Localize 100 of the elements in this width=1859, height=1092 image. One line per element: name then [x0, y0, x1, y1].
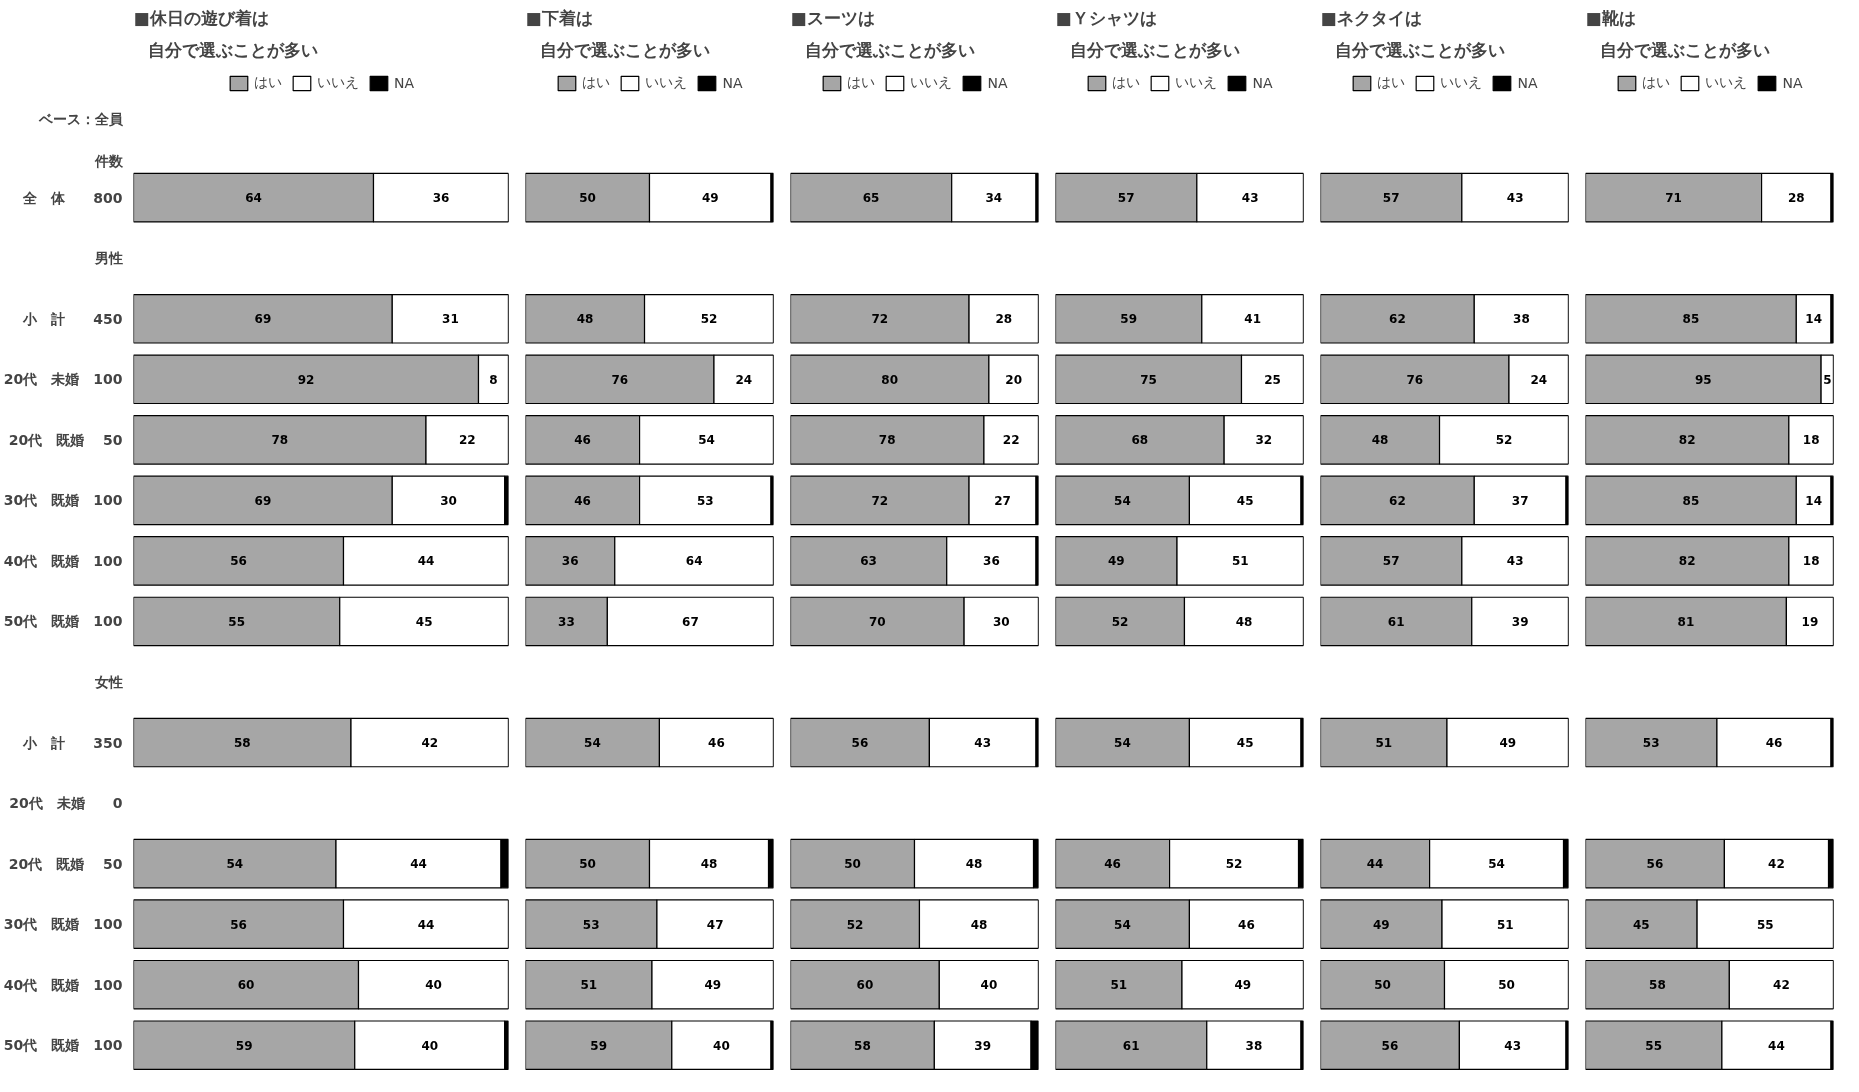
- data-label: 50: [1498, 978, 1515, 993]
- data-label: 20: [1005, 372, 1023, 387]
- data-label: 68: [1131, 433, 1149, 448]
- data-label: 52: [1225, 857, 1243, 872]
- data-label: 22: [1002, 433, 1020, 448]
- data-label: 60: [856, 978, 874, 993]
- legend-label: NA: [1517, 75, 1538, 91]
- y-tick-label: 40代 既婚 100: [3, 552, 123, 569]
- y-tick-label: 小 計 350: [22, 734, 123, 751]
- chart-title: ■休日の遊び着は: [133, 7, 269, 28]
- data-label: 53: [696, 493, 714, 508]
- data-label: 85: [1682, 312, 1700, 327]
- data-label: 81: [1677, 614, 1695, 629]
- data-label: 14: [1805, 493, 1823, 508]
- data-label: 36: [561, 554, 579, 569]
- data-label: 72: [871, 312, 889, 327]
- data-label: 69: [254, 312, 272, 327]
- data-label: 72: [871, 493, 889, 508]
- data-label: 75: [1140, 372, 1157, 387]
- data-label: 33: [558, 614, 575, 629]
- chart-subtitle: 自分で選ぶことが多い: [1334, 39, 1505, 60]
- data-label: 57: [1382, 191, 1400, 206]
- data-label: 58: [233, 736, 251, 751]
- data-label: 54: [584, 736, 601, 751]
- legend-label: はい: [1377, 74, 1406, 92]
- data-label: 38: [1245, 1038, 1263, 1053]
- data-label: 95: [1694, 372, 1712, 387]
- data-label: 43: [1506, 191, 1524, 206]
- data-label: 49: [1372, 917, 1390, 932]
- data-label: 48: [576, 312, 594, 327]
- data-label: 40: [425, 978, 442, 993]
- data-label: 80: [881, 372, 899, 387]
- data-label: 45: [415, 614, 433, 629]
- chart-title: ■Ｙシャツは: [1055, 7, 1157, 28]
- data-label: 64: [685, 554, 703, 569]
- chart-subtitle: 自分で選ぶことが多い: [1069, 39, 1240, 60]
- data-label: 27: [994, 493, 1011, 508]
- data-label: 52: [700, 312, 718, 327]
- y-tick-label: 30代 既婚 100: [3, 492, 123, 509]
- legend-label: はい: [253, 74, 282, 92]
- data-label: 40: [980, 978, 998, 993]
- data-label: 56: [1381, 1038, 1399, 1053]
- data-label: 61: [1122, 1038, 1140, 1053]
- chart-subtitle: 自分で選ぶことが多い: [147, 39, 318, 60]
- legend-label: いいえ: [645, 74, 688, 92]
- legend-label: はい: [1112, 74, 1141, 92]
- data-label: 31: [442, 312, 459, 327]
- data-label: 49: [1499, 736, 1517, 751]
- data-label: 41: [1244, 312, 1262, 327]
- legend-label: NA: [722, 75, 743, 91]
- data-label: 48: [1371, 433, 1389, 448]
- data-label: 36: [432, 191, 450, 206]
- data-label: 45: [1236, 736, 1254, 751]
- data-label: 62: [1389, 312, 1406, 327]
- data-label: 54: [1114, 736, 1131, 751]
- y-tick-label: 小 計 450: [22, 310, 123, 327]
- data-label: 54: [1488, 857, 1505, 872]
- data-label: 48: [1235, 614, 1253, 629]
- data-label: 50: [579, 191, 596, 206]
- data-label: 54: [226, 857, 244, 872]
- data-label: 54: [698, 433, 715, 448]
- data-label: 57: [1117, 191, 1135, 206]
- data-label: 43: [1506, 554, 1524, 569]
- legend-label: はい: [582, 74, 611, 92]
- y-tick-label: 20代 既婚 50: [8, 855, 123, 872]
- data-label: 69: [254, 493, 272, 508]
- data-label: 78: [271, 433, 289, 448]
- data-label: 85: [1682, 493, 1700, 508]
- data-label: 71: [1665, 191, 1682, 206]
- y-tick-label: 全 体 800: [22, 189, 123, 206]
- data-label: 65: [862, 191, 880, 206]
- data-label: 14: [1805, 312, 1823, 327]
- data-label: 63: [860, 554, 877, 569]
- data-label: 50: [579, 857, 596, 872]
- data-label: 42: [1768, 857, 1785, 872]
- data-label: 44: [417, 554, 435, 569]
- data-label: 62: [1389, 493, 1406, 508]
- data-label: 46: [708, 736, 725, 751]
- data-label: 18: [1802, 433, 1820, 448]
- data-label: 52: [846, 917, 864, 932]
- data-label: 39: [1511, 614, 1529, 629]
- data-label: 43: [1504, 1038, 1522, 1053]
- data-label: 25: [1264, 372, 1281, 387]
- data-label: 37: [1511, 493, 1529, 508]
- data-label: 40: [421, 1038, 439, 1053]
- legend-label: いいえ: [1705, 74, 1748, 92]
- legend-label: NA: [1252, 75, 1273, 91]
- data-label: 53: [582, 917, 600, 932]
- legend-label: いいえ: [910, 74, 953, 92]
- data-label: 49: [704, 978, 722, 993]
- data-label: 45: [1236, 493, 1254, 508]
- data-label: 48: [965, 857, 983, 872]
- y-tick-label: 男性: [93, 250, 123, 267]
- chart-title: ■ネクタイは: [1320, 7, 1422, 28]
- data-label: 28: [995, 312, 1013, 327]
- data-label: 50: [1374, 978, 1391, 993]
- data-label: 59: [1120, 312, 1138, 327]
- data-label: 39: [974, 1038, 992, 1053]
- data-label: 58: [854, 1038, 871, 1053]
- text: 件数: [93, 153, 124, 170]
